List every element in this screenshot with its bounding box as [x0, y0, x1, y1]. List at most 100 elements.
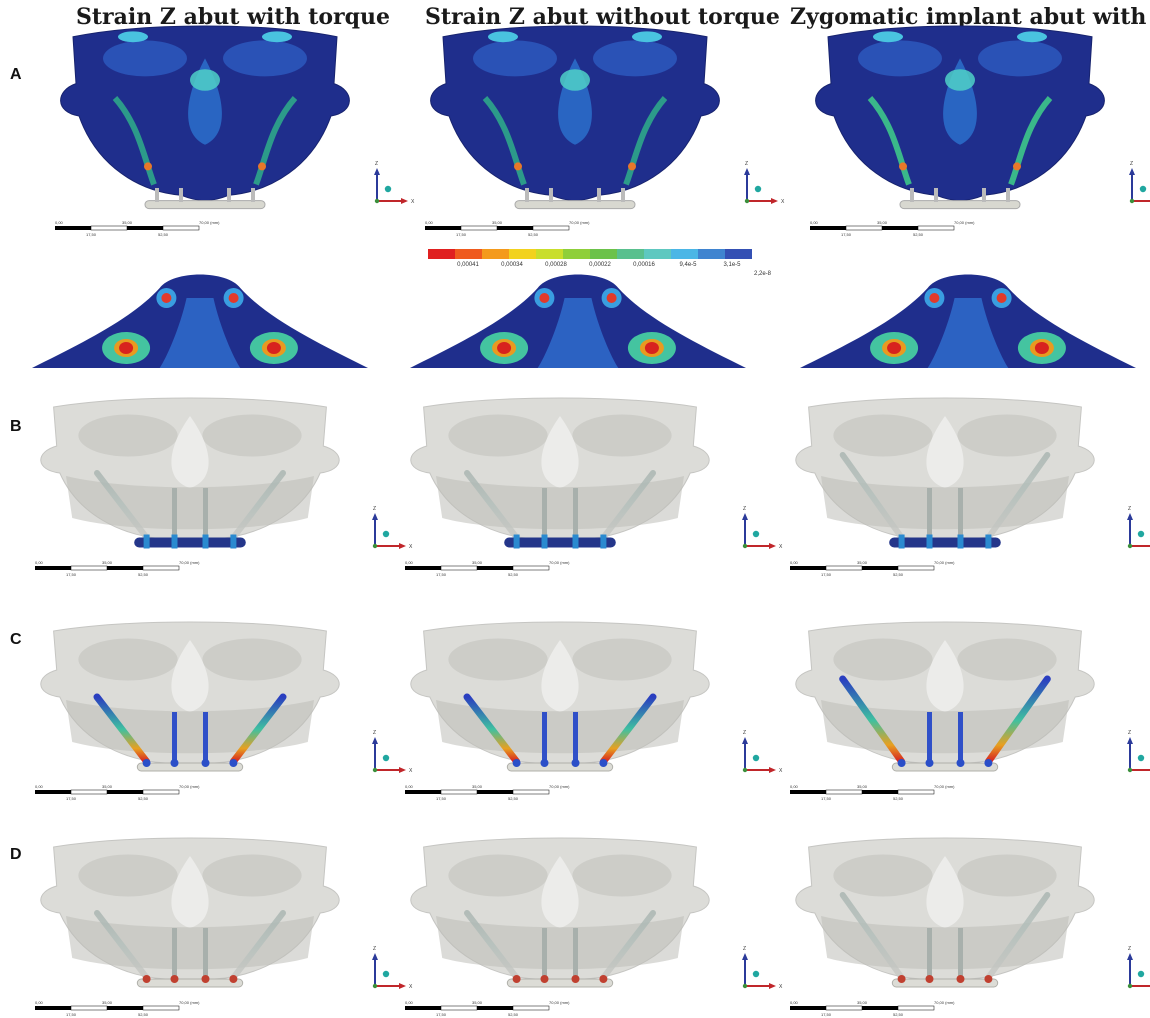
scale-tick-0: 0,00 [405, 1000, 414, 1005]
origin-dot [374, 198, 380, 204]
right-strain-hotspot [628, 162, 636, 171]
right-strain-hotspot [1013, 162, 1021, 171]
z-axis-label: Z [743, 946, 746, 952]
implant-site-hotspot [996, 293, 1007, 303]
scale-bar-segment [810, 226, 846, 230]
scale-tick-0: 0,00 [425, 220, 434, 225]
right-zygomatic-strain [253, 96, 298, 186]
right-orbit-shadow [202, 854, 302, 897]
transparent-skull [40, 837, 340, 988]
prosthesis-bar [891, 762, 999, 772]
scale-bar-segment [425, 226, 461, 230]
scale-bar-segment [897, 565, 935, 571]
legend-label: 0,00034 [501, 262, 523, 268]
scale-tick-0: 0,00 [405, 560, 414, 565]
abutment [179, 188, 183, 202]
z-axis-label: Z [1128, 730, 1131, 736]
scale-bar-segment [107, 790, 143, 794]
scale-tick-52: 52,50 [893, 796, 904, 801]
strain-inferior-panel-1 [32, 274, 368, 368]
z-arrow-icon [372, 737, 378, 744]
scale-bar-segment [142, 1005, 180, 1011]
x-arrow-icon [399, 767, 406, 773]
prosthesis-bar [891, 978, 999, 988]
nasal-cavity [926, 416, 964, 488]
left-orbit-shadow [833, 414, 933, 457]
left-zygomatic-strain [867, 96, 912, 186]
left-brow-highlight [118, 31, 148, 43]
scale-bar-segment [35, 1006, 71, 1010]
y-axis-dot-icon [1137, 970, 1145, 978]
x-arrow-icon [771, 198, 778, 204]
abutment [230, 534, 237, 549]
scale-tick-17: 17,50 [436, 796, 447, 801]
transparent-panel-D-3: 0,00 35,00 70,00 (mm) 17,50 52,50 ZX [790, 837, 1150, 1017]
left-zygomatic-implant [839, 892, 905, 981]
z-arrow-icon [374, 168, 380, 175]
origin-dot [742, 983, 748, 989]
abutment [934, 188, 938, 202]
abutment-head [599, 759, 608, 767]
abutment [251, 188, 255, 202]
right-zygomatic-implant [229, 693, 287, 765]
prosthesis-bar [506, 762, 614, 772]
strain-inferior-panel-3 [800, 274, 1136, 368]
zygomatic-site-hotspot [887, 342, 902, 354]
strain-legend: 0,00041 0,00034 0,00028 0,00022 0,00016 9,4e-… [428, 249, 788, 277]
left-orbit-shadow [448, 414, 548, 457]
y-axis-dot-icon [1137, 754, 1145, 762]
scale-bar: 0,00 35,00 70,00 (mm) 17,50 52,50 [405, 784, 570, 801]
left-zygomatic-implant [464, 910, 520, 981]
y-axis-dot-icon [754, 185, 762, 193]
implant-site-hotspot [228, 293, 239, 303]
scale-bar-segment [862, 1006, 898, 1010]
scale-bar-segment [405, 790, 441, 794]
zygomatic-site-hotspot [266, 342, 281, 354]
z-axis-label: Z [743, 506, 746, 512]
scale-bar-segment [405, 566, 441, 570]
abutment [982, 188, 986, 202]
left-orbit [858, 40, 942, 77]
nasal-cavity [171, 856, 209, 928]
z-arrow-icon [372, 953, 378, 960]
scale-tick-0: 0,00 [810, 220, 819, 225]
left-orbit-shadow [78, 854, 178, 897]
abutment-head [512, 975, 521, 983]
legend-label: 0,00028 [545, 262, 567, 268]
y-axis-dot-icon [752, 970, 760, 978]
right-orbit-shadow [957, 638, 1057, 681]
right-brow-highlight [632, 31, 662, 43]
prosthesis-bar [506, 978, 614, 988]
scale-tick-52: 52,50 [138, 572, 149, 577]
x-axis-label: X [779, 768, 783, 774]
x-axis-label: X [411, 199, 415, 205]
right-orbit-shadow [202, 414, 302, 457]
row-label-a: A [10, 66, 22, 83]
nasal-cavity [541, 640, 579, 712]
scale-bar-segment [55, 226, 91, 230]
zygomatic-site-hotspot [497, 342, 512, 354]
abutment-head [512, 759, 521, 767]
abutment [621, 188, 625, 202]
scale-tick-70: 70,00 (mm) [179, 784, 200, 789]
x-axis-label: X [779, 544, 783, 550]
left-orbit [473, 40, 557, 77]
scale-bar-segment [107, 1006, 143, 1010]
abutment [1006, 188, 1010, 202]
zygomatic-site-hotspot [1034, 342, 1049, 354]
scale-bar-segment [825, 789, 863, 795]
z-arrow-icon [1127, 953, 1133, 960]
scale-tick-0: 0,00 [35, 560, 44, 565]
palate-center [537, 298, 619, 368]
scale-bar-segment [477, 1006, 513, 1010]
scale-bar-segment [862, 790, 898, 794]
scale-bar-segment [405, 1006, 441, 1010]
scale-bar: 0,00 35,00 70,00 (mm) 17,50 52,50 [790, 560, 955, 577]
scale-bar-segment [162, 225, 200, 231]
nasal-cavity [926, 640, 964, 712]
x-axis-label: X [409, 768, 413, 774]
nasal-highlight [945, 69, 975, 91]
